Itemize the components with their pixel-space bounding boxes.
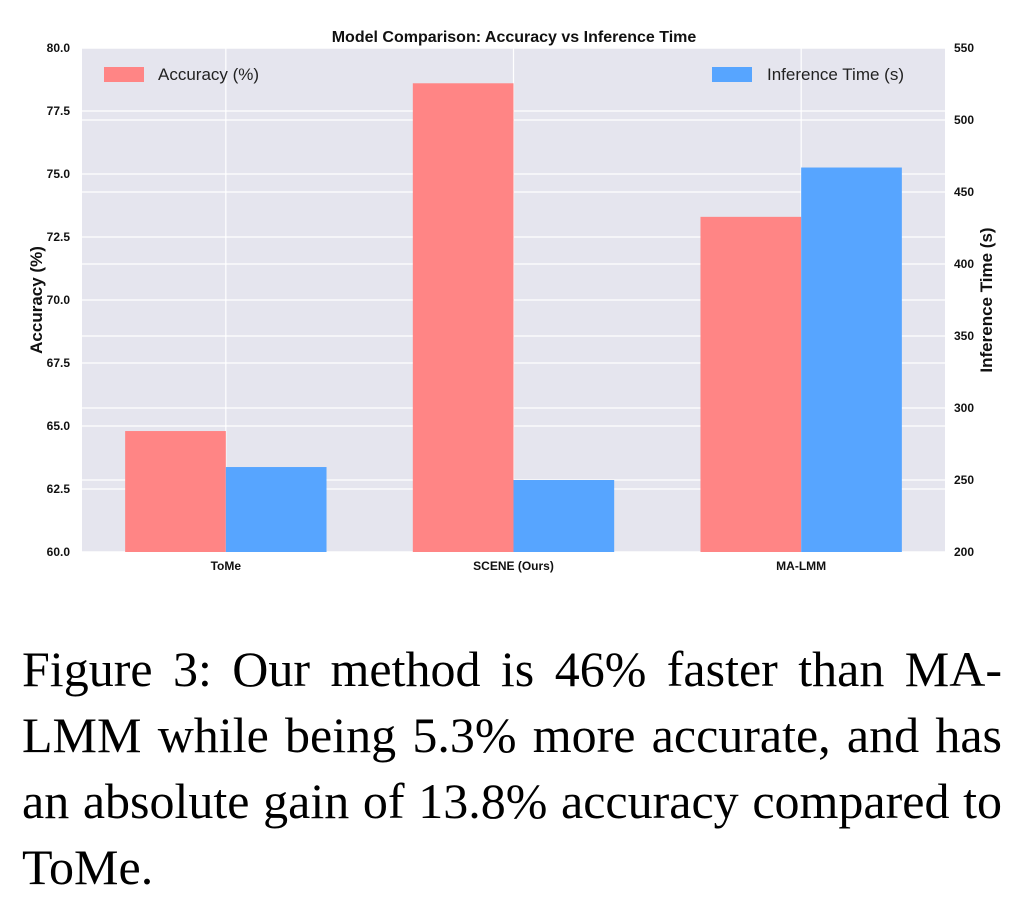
figure-caption: Figure 3: Our method is 46% faster than … — [22, 641, 1002, 895]
right-tick-label: 350 — [954, 329, 974, 343]
legend-inference-time-label: Inference Time (s) — [767, 65, 904, 84]
legend-accuracy-swatch — [104, 67, 144, 82]
right-tick-label: 250 — [954, 473, 974, 487]
legend-accuracy: Accuracy (%) — [104, 65, 259, 84]
right-tick-label: 300 — [954, 401, 974, 415]
bar-accuracy-2 — [700, 216, 802, 552]
x-tick-label: MA-LMM — [776, 559, 826, 573]
left-tick-label: 77.5 — [47, 104, 71, 118]
bar-accuracy-0 — [125, 431, 226, 552]
x-tick-label: SCENE (Ours) — [473, 559, 554, 573]
chart-figure: 60.0 62.5 65.0 67.5 70.0 72.5 75.0 77.5 80.0 200… — [27, 29, 996, 573]
left-tick-label: 75.0 — [47, 167, 71, 181]
legend-accuracy-label: Accuracy (%) — [158, 65, 259, 84]
right-axis-label: Inference Time (s) — [977, 227, 996, 372]
bars — [125, 83, 902, 552]
left-tick-label: 72.5 — [47, 230, 71, 244]
right-tick-label: 550 — [954, 41, 974, 55]
legend-inference-time-swatch — [712, 67, 752, 82]
right-tick-label: 200 — [954, 545, 974, 559]
bar-accuracy-1 — [412, 83, 514, 552]
x-axis-ticks: ToMe SCENE (Ours) MA-LMM — [211, 559, 827, 573]
right-tick-label: 500 — [954, 113, 974, 127]
bar-inference-time-2 — [801, 167, 902, 552]
right-tick-label: 400 — [954, 257, 974, 271]
bar-inference-time-1 — [513, 480, 615, 552]
bar-inference-time-0 — [225, 467, 327, 552]
chart-title: Model Comparison: Accuracy vs Inference … — [332, 29, 697, 46]
left-tick-label: 67.5 — [47, 356, 71, 370]
left-axis-ticks: 60.0 62.5 65.0 67.5 70.0 72.5 75.0 77.5 80.0 — [47, 41, 71, 559]
legend-inference-time: Inference Time (s) — [712, 65, 904, 84]
right-tick-label: 450 — [954, 185, 974, 199]
left-tick-label: 62.5 — [47, 482, 71, 496]
left-tick-label: 70.0 — [47, 293, 71, 307]
x-tick-label: ToMe — [211, 559, 242, 573]
left-tick-label: 80.0 — [47, 41, 71, 55]
left-axis-label: Accuracy (%) — [27, 246, 46, 354]
left-tick-label: 65.0 — [47, 419, 71, 433]
right-axis-ticks: 200 250 300 350 400 450 500 550 — [954, 41, 974, 559]
left-tick-label: 60.0 — [47, 545, 71, 559]
